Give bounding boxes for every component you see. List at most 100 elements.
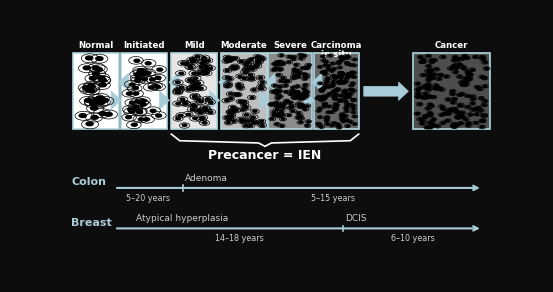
- Circle shape: [91, 116, 98, 119]
- Circle shape: [331, 63, 334, 64]
- Circle shape: [331, 124, 333, 126]
- Circle shape: [447, 113, 450, 115]
- Circle shape: [350, 85, 353, 86]
- Circle shape: [304, 84, 307, 86]
- Circle shape: [437, 78, 441, 79]
- Circle shape: [280, 114, 284, 115]
- Circle shape: [279, 61, 282, 63]
- Circle shape: [249, 119, 254, 121]
- Circle shape: [205, 72, 209, 74]
- Circle shape: [229, 115, 234, 118]
- Circle shape: [258, 58, 262, 60]
- Circle shape: [302, 88, 306, 90]
- Circle shape: [442, 108, 446, 110]
- Circle shape: [305, 105, 309, 107]
- Circle shape: [453, 108, 456, 110]
- Circle shape: [276, 62, 279, 64]
- Circle shape: [86, 122, 93, 126]
- Circle shape: [299, 98, 302, 99]
- Circle shape: [479, 97, 483, 99]
- Circle shape: [421, 119, 425, 121]
- Circle shape: [471, 98, 475, 100]
- Circle shape: [430, 121, 434, 123]
- Circle shape: [199, 100, 204, 103]
- Circle shape: [340, 73, 343, 75]
- Text: Precancer = IEN: Precancer = IEN: [208, 149, 322, 161]
- Circle shape: [429, 114, 432, 116]
- Circle shape: [322, 95, 325, 97]
- Circle shape: [98, 78, 106, 81]
- Circle shape: [340, 72, 342, 74]
- Circle shape: [345, 62, 348, 64]
- Circle shape: [276, 97, 280, 99]
- Circle shape: [279, 68, 282, 70]
- Circle shape: [475, 113, 478, 115]
- Circle shape: [299, 121, 302, 123]
- Circle shape: [305, 95, 308, 97]
- Circle shape: [300, 104, 304, 106]
- Circle shape: [200, 62, 205, 64]
- Circle shape: [256, 62, 260, 64]
- Circle shape: [84, 66, 91, 70]
- Circle shape: [293, 75, 296, 77]
- Circle shape: [226, 59, 231, 61]
- Circle shape: [189, 66, 193, 69]
- Circle shape: [252, 89, 256, 91]
- Circle shape: [439, 74, 442, 76]
- Circle shape: [244, 114, 249, 116]
- Circle shape: [256, 122, 260, 124]
- Circle shape: [471, 69, 474, 71]
- Circle shape: [452, 66, 456, 68]
- Circle shape: [291, 110, 295, 112]
- Circle shape: [343, 91, 346, 93]
- Circle shape: [237, 94, 241, 96]
- Circle shape: [272, 69, 276, 71]
- Circle shape: [466, 95, 469, 97]
- Circle shape: [259, 120, 264, 122]
- Circle shape: [145, 62, 151, 65]
- Circle shape: [317, 110, 320, 112]
- Circle shape: [353, 65, 356, 66]
- Circle shape: [429, 112, 432, 114]
- Circle shape: [302, 93, 306, 95]
- Circle shape: [275, 102, 279, 104]
- Circle shape: [427, 55, 430, 57]
- Circle shape: [341, 114, 344, 115]
- Circle shape: [284, 91, 288, 93]
- Circle shape: [225, 100, 229, 102]
- Circle shape: [140, 73, 145, 76]
- Circle shape: [342, 121, 345, 122]
- Circle shape: [353, 123, 356, 125]
- Circle shape: [142, 71, 148, 74]
- Circle shape: [287, 114, 291, 116]
- Circle shape: [327, 111, 330, 113]
- Circle shape: [331, 70, 333, 72]
- Circle shape: [176, 117, 180, 120]
- Circle shape: [452, 65, 456, 67]
- Circle shape: [128, 108, 133, 111]
- Circle shape: [346, 106, 349, 108]
- Circle shape: [432, 59, 436, 61]
- Circle shape: [241, 121, 244, 123]
- Circle shape: [325, 61, 327, 62]
- Circle shape: [296, 96, 300, 98]
- Circle shape: [200, 117, 205, 119]
- Circle shape: [455, 67, 458, 69]
- Circle shape: [460, 122, 463, 124]
- Circle shape: [300, 58, 303, 59]
- Circle shape: [305, 92, 308, 93]
- Circle shape: [227, 58, 231, 60]
- Circle shape: [281, 118, 285, 120]
- Circle shape: [86, 88, 93, 92]
- Circle shape: [429, 126, 432, 128]
- Circle shape: [330, 111, 333, 113]
- Text: 6–10 years: 6–10 years: [391, 234, 435, 243]
- Circle shape: [345, 110, 348, 112]
- Circle shape: [179, 72, 184, 75]
- Circle shape: [259, 87, 264, 90]
- Circle shape: [347, 56, 350, 58]
- Circle shape: [96, 101, 103, 105]
- Circle shape: [270, 103, 273, 105]
- Circle shape: [289, 102, 292, 103]
- Circle shape: [98, 101, 105, 104]
